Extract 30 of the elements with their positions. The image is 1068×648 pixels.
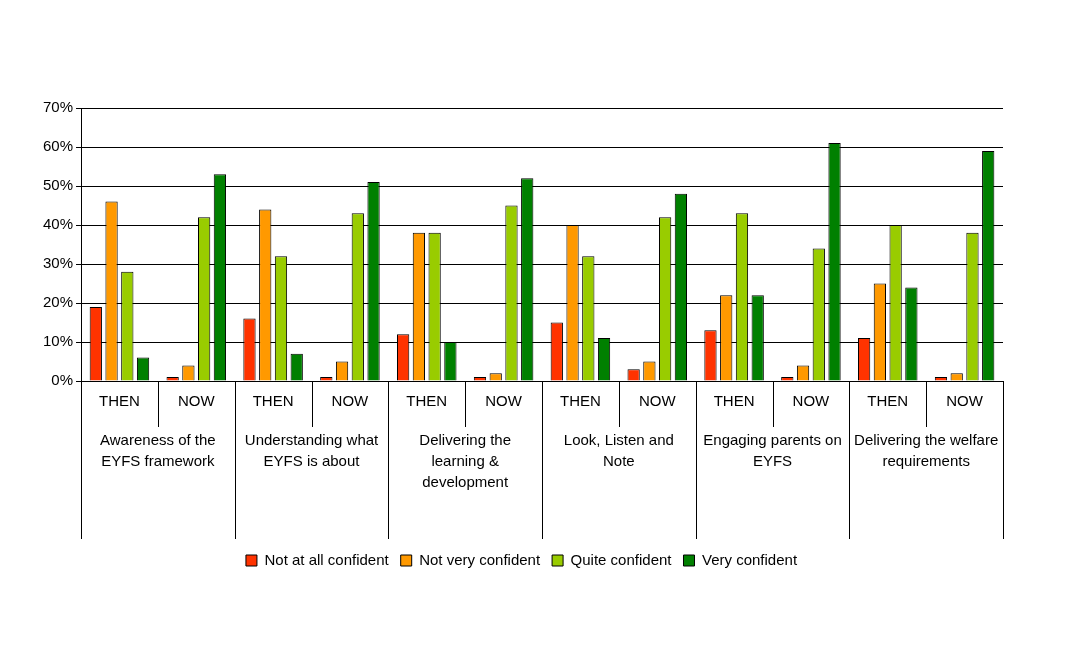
y-tick-label: 70%	[42, 98, 74, 116]
y-tick-label: 40%	[42, 215, 74, 233]
text: Look, Listen and Note	[563, 430, 674, 469]
x-tick-label: NOW	[638, 392, 677, 410]
x-tick-label: NOW	[177, 392, 216, 410]
x-tick-label: THEN	[406, 392, 448, 410]
text: Delivering the welfare requirements	[854, 430, 999, 469]
legend-label: Quite confident	[570, 550, 673, 568]
text: Delivering the learning & development	[419, 430, 512, 490]
legend-label: Not very confident	[419, 550, 541, 568]
y-tick-label: 10%	[42, 332, 74, 350]
text: Awareness of the EYFS framework	[100, 430, 216, 469]
y-tick-label: 50%	[42, 176, 74, 194]
x-tick-label: THEN	[560, 392, 601, 410]
x-tick-label: NOW	[792, 392, 831, 410]
x-tick-label: NOW	[331, 392, 370, 410]
x-tick-label: THEN	[713, 392, 755, 410]
x-tick-label: THEN	[252, 392, 294, 410]
y-tick-label: 30%	[42, 254, 74, 272]
y-tick-label: 20%	[42, 293, 74, 311]
y-tick-label: 60%	[42, 137, 74, 155]
y-tick-label: 0%	[51, 371, 74, 389]
x-tick-label: NOW	[946, 392, 984, 410]
legend-label: Not at all confident	[264, 550, 390, 568]
text: Engaging parents on EYFS	[703, 430, 842, 469]
x-tick-label: THEN	[867, 392, 909, 410]
x-tick-label: NOW	[485, 392, 523, 410]
x-tick-label: THEN	[99, 392, 140, 410]
text: Understanding what EYFS is about	[244, 430, 380, 469]
legend-label: Very confident	[701, 550, 798, 568]
